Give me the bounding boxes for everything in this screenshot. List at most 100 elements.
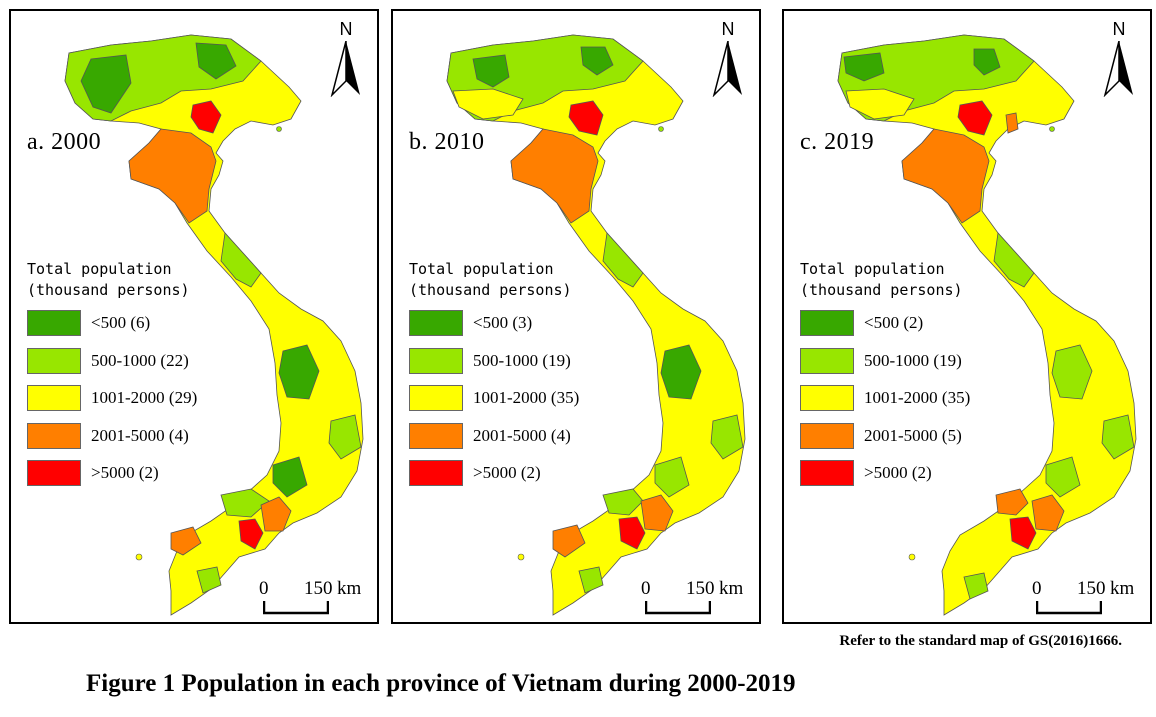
legend-swatch bbox=[409, 385, 463, 411]
region-southeast-mid-2 bbox=[602, 488, 644, 516]
legend-label: 500-1000 (19) bbox=[473, 350, 571, 370]
region-mekong-orange bbox=[170, 526, 202, 556]
region-hcmc bbox=[1009, 516, 1037, 550]
legend-label: 1001-2000 (35) bbox=[473, 388, 580, 407]
region-mountain-low bbox=[843, 52, 885, 82]
region-north-central-large bbox=[510, 128, 599, 224]
source-note: Refer to the standard map of GS(2016)166… bbox=[839, 633, 1122, 649]
region-northeast-low bbox=[580, 46, 614, 76]
legend-label: 1001-2000 (29) bbox=[91, 388, 198, 407]
region-central-coast bbox=[220, 232, 262, 288]
legend-title-line2: (thousand persons) bbox=[409, 281, 572, 299]
legend: Total population (thousand persons) <500… bbox=[27, 259, 227, 498]
legend-title-line1: Total population bbox=[409, 260, 554, 278]
legend-label: 500-1000 (19) bbox=[864, 350, 962, 370]
scale-unit: km bbox=[1110, 578, 1135, 599]
legend-title-line1: Total population bbox=[27, 260, 172, 278]
region-southeast-mid bbox=[220, 488, 270, 518]
legend-label: 2001-5000 (5) bbox=[864, 425, 962, 445]
legend-swatch bbox=[409, 460, 463, 486]
legend-item: <500 (2) bbox=[800, 310, 1000, 348]
legend-item: 500-1000 (19) bbox=[409, 347, 609, 386]
region-southeast-low bbox=[272, 456, 308, 498]
legend-items: <500 (6) 500-1000 (22) 1001-2000 (29) 20… bbox=[27, 310, 227, 498]
north-arrow: N bbox=[711, 19, 745, 97]
region-mountain-low bbox=[472, 54, 510, 88]
vietnam-map bbox=[837, 34, 1137, 616]
island-2 bbox=[276, 126, 282, 132]
legend-swatch bbox=[27, 460, 81, 486]
region-hcmc bbox=[618, 516, 646, 550]
scale-line bbox=[1036, 601, 1102, 615]
legend-title-line2: (thousand persons) bbox=[800, 281, 963, 299]
region-northeast-low bbox=[195, 42, 237, 80]
legend-label: >5000 (2) bbox=[473, 463, 541, 482]
legend-item: >5000 (2) bbox=[27, 460, 227, 498]
region-hcmc bbox=[238, 518, 264, 550]
region-southeast-orange bbox=[260, 496, 292, 532]
legend-item: 500-1000 (19) bbox=[800, 347, 1000, 386]
region-north-central-large bbox=[901, 128, 990, 224]
north-arrow-icon bbox=[330, 41, 360, 97]
north-arrow-icon bbox=[1103, 41, 1133, 97]
island-1 bbox=[135, 553, 143, 561]
legend-swatch bbox=[409, 310, 463, 336]
region-highlands-low bbox=[278, 344, 320, 400]
panel-title: b. 2010 bbox=[409, 129, 485, 155]
region-southeast-mid bbox=[1045, 456, 1081, 498]
region-hanoi bbox=[957, 100, 993, 136]
legend-swatch bbox=[800, 385, 854, 411]
legend-item: 2001-5000 (5) bbox=[800, 422, 1000, 461]
panel-title: a. 2000 bbox=[27, 129, 102, 155]
region-mekong-mid bbox=[578, 566, 604, 594]
region-highlands-mid bbox=[328, 414, 362, 460]
region-north-yellow bbox=[452, 88, 524, 120]
region-northeast-low bbox=[973, 48, 1001, 76]
scale-distance: 150 bbox=[1077, 578, 1106, 599]
legend-swatch bbox=[800, 347, 854, 374]
legend-item: >5000 (2) bbox=[409, 460, 609, 498]
scale-bar: 0 150 km bbox=[641, 571, 751, 617]
region-north-central-large bbox=[128, 128, 217, 224]
scale-bar: 0 150 km bbox=[259, 571, 369, 617]
region-southeast-mid bbox=[654, 456, 690, 498]
island-2 bbox=[1049, 126, 1055, 132]
legend-swatch bbox=[800, 460, 854, 486]
legend-title-line2: (thousand persons) bbox=[27, 281, 190, 299]
map-panel-2010: b. 2010 N Total population (thousand per… bbox=[391, 9, 761, 624]
legend-swatch bbox=[409, 347, 463, 374]
scale-distance: 150 bbox=[686, 578, 715, 599]
region-central-coast bbox=[602, 232, 644, 288]
legend-label: 2001-5000 (4) bbox=[473, 425, 571, 445]
north-letter: N bbox=[721, 19, 735, 39]
region-mekong-mid bbox=[196, 566, 222, 594]
north-letter: N bbox=[1112, 19, 1126, 39]
region-north-yellow bbox=[845, 88, 915, 120]
region-highlands-mid bbox=[710, 414, 744, 460]
island-1 bbox=[908, 553, 916, 561]
north-arrow: N bbox=[1102, 19, 1136, 97]
legend-item: 2001-5000 (4) bbox=[27, 422, 227, 461]
legend-items: <500 (3) 500-1000 (19) 1001-2000 (35) 20… bbox=[409, 310, 609, 498]
legend-items: <500 (2) 500-1000 (19) 1001-2000 (35) 20… bbox=[800, 310, 1000, 498]
scale-distance: 150 bbox=[304, 578, 333, 599]
north-letter: N bbox=[339, 19, 353, 39]
legend-title-line1: Total population bbox=[800, 260, 945, 278]
region-hanoi bbox=[190, 100, 222, 134]
scale-bar: 0 150 km bbox=[1032, 571, 1142, 617]
region-southeast-orange-2 bbox=[1031, 494, 1065, 532]
legend-item: <500 (3) bbox=[409, 310, 609, 348]
north-arrow: N bbox=[329, 19, 363, 97]
legend-label: <500 (2) bbox=[864, 313, 924, 332]
vietnam-map bbox=[64, 34, 364, 616]
legend-swatch bbox=[27, 310, 81, 336]
region-highlands-mid bbox=[1051, 344, 1093, 400]
legend-item: 1001-2000 (35) bbox=[800, 385, 1000, 423]
scale-line bbox=[645, 601, 711, 615]
legend: Total population (thousand persons) <500… bbox=[800, 259, 1000, 498]
legend-label: 2001-5000 (4) bbox=[91, 425, 189, 445]
scale-unit: km bbox=[337, 578, 362, 599]
region-hanoi bbox=[568, 100, 604, 136]
legend-swatch bbox=[409, 422, 463, 449]
legend-label: >5000 (2) bbox=[864, 463, 932, 482]
